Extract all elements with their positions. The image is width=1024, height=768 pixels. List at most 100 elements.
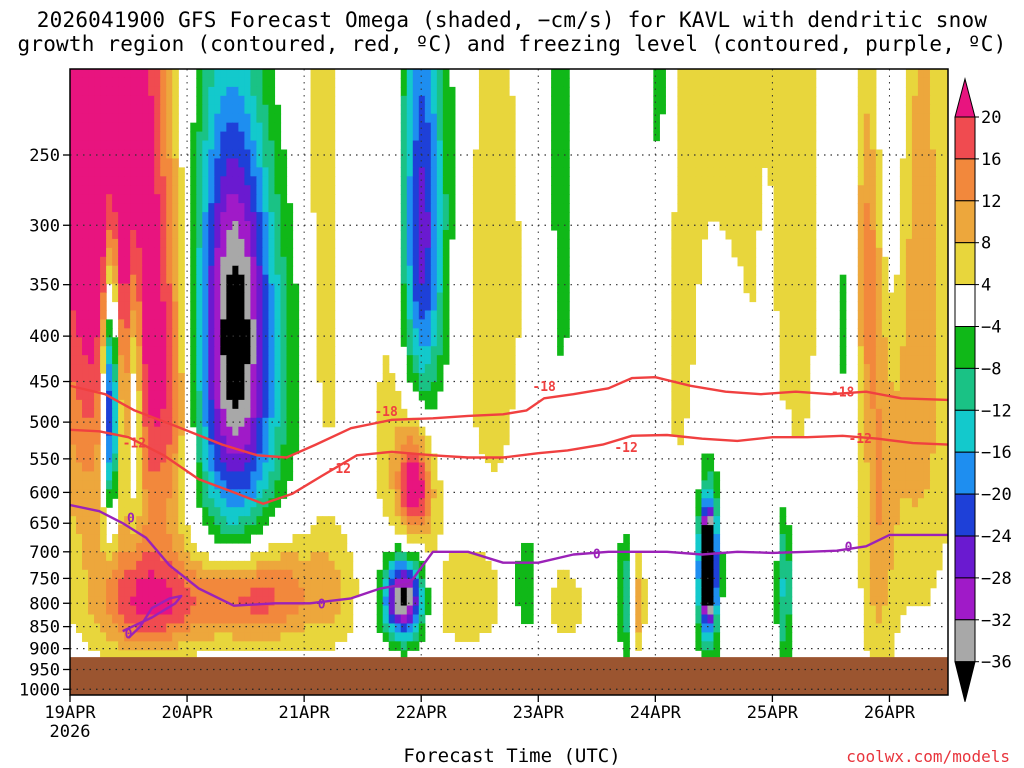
- omega-cell: [412, 247, 420, 258]
- omega-cell: [232, 578, 239, 589]
- omega-cell: [136, 542, 143, 553]
- omega-cell: [328, 149, 336, 160]
- omega-cell: [923, 498, 931, 508]
- omega-cell: [232, 614, 239, 625]
- omega-cell: [472, 149, 480, 160]
- omega-cell: [406, 569, 414, 580]
- omega-cell: [214, 131, 221, 142]
- omega-cell: [148, 346, 155, 356]
- omega-cell: [406, 265, 414, 276]
- omega-cell: [737, 69, 745, 79]
- omega-cell: [250, 364, 258, 374]
- omega-cell: [923, 355, 931, 365]
- omega-cell: [454, 614, 462, 625]
- omega-cell: [112, 346, 119, 356]
- omega-cell: [478, 292, 486, 303]
- omega-cell: [94, 605, 101, 616]
- omega-cell: [785, 167, 793, 177]
- omega-cell: [226, 310, 233, 320]
- omega-cell: [677, 140, 684, 151]
- omega-cell: [82, 569, 89, 580]
- omega-cell: [310, 77, 318, 88]
- omega-cell: [178, 623, 185, 633]
- omega-cell: [118, 167, 125, 177]
- omega-cell: [478, 158, 486, 168]
- omega-cell: [785, 69, 793, 79]
- omega-cell: [773, 238, 781, 249]
- omega-cell: [172, 194, 179, 204]
- omega-cell: [232, 560, 239, 571]
- omega-cell: [322, 569, 330, 580]
- omega-cell: [484, 310, 492, 320]
- omega-cell: [106, 471, 113, 481]
- omega-cell: [713, 507, 721, 517]
- omega-cell: [286, 382, 294, 392]
- omega-cell: [713, 587, 721, 598]
- omega-cell: [172, 605, 179, 616]
- omega-cell: [430, 95, 438, 106]
- omega-cell: [701, 86, 709, 97]
- omega-cell: [863, 283, 871, 294]
- omega-cell: [719, 578, 727, 589]
- omega-cell: [899, 480, 907, 490]
- omega-cell: [454, 560, 462, 571]
- omega-cell: [136, 158, 143, 168]
- omega-cell: [202, 95, 209, 106]
- omega-cell: [220, 328, 227, 338]
- omega-cell: [563, 113, 570, 124]
- omega-cell: [911, 346, 919, 356]
- omega-cell: [406, 337, 414, 347]
- omega-cell: [484, 140, 492, 151]
- omega-cell: [70, 337, 77, 347]
- omega-cell: [148, 471, 155, 481]
- omega-cell: [677, 131, 684, 142]
- omega-cell: [148, 560, 155, 571]
- omega-cell: [935, 399, 943, 410]
- omega-cell: [142, 229, 149, 240]
- omega-cell: [160, 283, 167, 294]
- omega-cell: [310, 185, 318, 195]
- omega-cell: [112, 274, 119, 285]
- omega-cell: [929, 373, 937, 383]
- omega-cell: [773, 560, 781, 571]
- omega-cell: [118, 140, 125, 151]
- omega-cell: [929, 471, 937, 481]
- omega-cell: [515, 221, 522, 231]
- omega-cell: [238, 346, 245, 356]
- omega-cell: [250, 274, 258, 285]
- omega-cell: [713, 542, 721, 553]
- omega-cell: [809, 337, 817, 347]
- omega-cell: [124, 408, 131, 419]
- omega-cell: [442, 158, 450, 168]
- omega-cell: [166, 605, 173, 616]
- omega-cell: [118, 525, 125, 535]
- omega-cell: [785, 140, 793, 151]
- omega-cell: [70, 498, 77, 508]
- omega-cell: [701, 95, 709, 106]
- omega-cell: [695, 194, 703, 204]
- omega-cell: [82, 194, 89, 204]
- omega-cell: [178, 542, 185, 553]
- omega-cell: [376, 480, 384, 490]
- omega-cell: [256, 86, 264, 97]
- omega-cell: [863, 587, 871, 598]
- omega-cell: [172, 319, 179, 329]
- omega-cell: [941, 373, 948, 383]
- omega-cell: [875, 417, 883, 428]
- omega-cell: [124, 274, 131, 285]
- omega-cell: [322, 373, 330, 383]
- omega-cell: [406, 212, 414, 222]
- omega-cell: [509, 346, 516, 356]
- omega-cell: [406, 534, 414, 544]
- omega-cell: [755, 95, 763, 106]
- omega-cell: [106, 149, 113, 160]
- omega-cell: [406, 525, 414, 535]
- omega-cell: [424, 158, 432, 168]
- omega-cell: [376, 462, 384, 473]
- omega-cell: [136, 176, 143, 186]
- omega-cell: [442, 77, 450, 88]
- omega-cell: [502, 426, 510, 437]
- omega-cell: [160, 185, 167, 195]
- omega-cell: [496, 86, 504, 97]
- omega-cell: [869, 247, 877, 258]
